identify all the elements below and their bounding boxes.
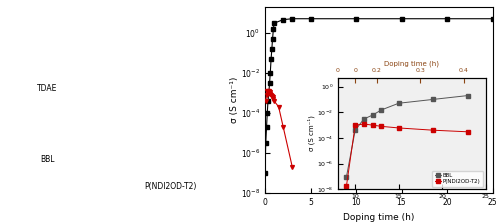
X-axis label: Doping time (h): Doping time (h) <box>384 61 439 67</box>
Text: TDAE: TDAE <box>38 84 58 93</box>
Text: P(NDI2OD-T2): P(NDI2OD-T2) <box>144 182 196 191</box>
X-axis label: Doping time (h): Doping time (h) <box>343 212 414 222</box>
Text: BBL: BBL <box>40 155 55 165</box>
Y-axis label: σ (S cm⁻¹): σ (S cm⁻¹) <box>230 77 239 123</box>
